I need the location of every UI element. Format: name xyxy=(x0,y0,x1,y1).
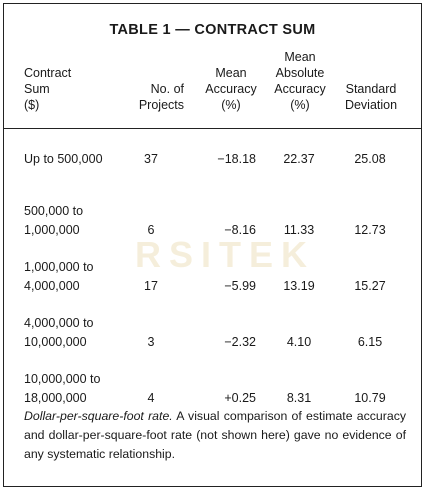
cell-standard-deviation: 25.08 xyxy=(354,152,386,166)
table-body: Up to 500,000 37 −18.18 22.37 25.08 500,… xyxy=(4,144,421,424)
cell-contract-sum: 10,000,000 to 18,000,000 xyxy=(24,372,101,405)
cell-standard-deviation: 15.27 xyxy=(354,279,386,293)
table-frame: TABLE 1 — CONTRACT SUM Contract Sum ($) … xyxy=(3,3,422,487)
cell-standard-deviation: 12.73 xyxy=(354,223,386,237)
cell-mean-accuracy: −18.18 xyxy=(217,152,256,166)
cell-mean-absolute-accuracy: 13.19 xyxy=(283,279,315,293)
header-num-projects: No. of Projects xyxy=(138,82,184,112)
cell-mean-accuracy: +0.25 xyxy=(224,391,256,405)
footnote-text: A visual comparison of estimate accuracy… xyxy=(24,409,406,461)
cell-num-projects: 37 xyxy=(144,152,158,166)
cell-mean-absolute-accuracy: 22.37 xyxy=(283,152,315,166)
cell-num-projects: 17 xyxy=(144,279,158,293)
cell-num-projects: 3 xyxy=(147,335,155,349)
cell-num-projects: 4 xyxy=(147,391,155,405)
table-row: 500,000 to 1,000,000 6 −8.16 11.33 12.73 xyxy=(4,200,421,256)
table-row: 10,000,000 to 18,000,000 4 +0.25 8.31 10… xyxy=(4,368,421,424)
cell-mean-absolute-accuracy: 8.31 xyxy=(286,391,312,405)
header-contract-sum: Contract Sum ($) xyxy=(24,66,72,112)
table-title: TABLE 1 — CONTRACT SUM xyxy=(109,22,316,38)
header-mean-accuracy: Mean Accuracy (%) xyxy=(205,66,257,112)
cell-mean-absolute-accuracy: 4.10 xyxy=(286,335,312,349)
cell-mean-accuracy: −8.16 xyxy=(224,223,256,237)
header-mean-absolute-accuracy: Mean Absolute Accuracy (%) xyxy=(274,50,326,112)
cell-mean-accuracy: −2.32 xyxy=(224,335,256,349)
footnote-paragraph: Dollar-per-square-foot rate. A visual co… xyxy=(24,407,406,464)
cell-num-projects: 6 xyxy=(147,223,155,237)
table-row: 1,000,000 to 4,000,000 17 −5.99 13.19 15… xyxy=(4,256,421,312)
cell-contract-sum: Up to 500,000 xyxy=(24,152,103,166)
cell-contract-sum: 1,000,000 to 4,000,000 xyxy=(24,260,94,293)
footnote-lead: Dollar-per-square-foot rate. xyxy=(24,409,173,423)
cell-contract-sum: 500,000 to 1,000,000 xyxy=(24,204,84,237)
cell-standard-deviation: 6.15 xyxy=(357,335,383,349)
cell-standard-deviation: 10.79 xyxy=(354,391,386,405)
table-row: Up to 500,000 37 −18.18 22.37 25.08 xyxy=(4,144,421,200)
cell-contract-sum: 4,000,000 to 10,000,000 xyxy=(24,316,94,349)
cell-mean-accuracy: −5.99 xyxy=(224,279,256,293)
table-row: 4,000,000 to 10,000,000 3 −2.32 4.10 6.1… xyxy=(4,312,421,368)
header-divider xyxy=(4,128,421,129)
cell-mean-absolute-accuracy: 11.33 xyxy=(283,223,315,237)
header-standard-deviation: Standard Deviation xyxy=(344,82,398,112)
